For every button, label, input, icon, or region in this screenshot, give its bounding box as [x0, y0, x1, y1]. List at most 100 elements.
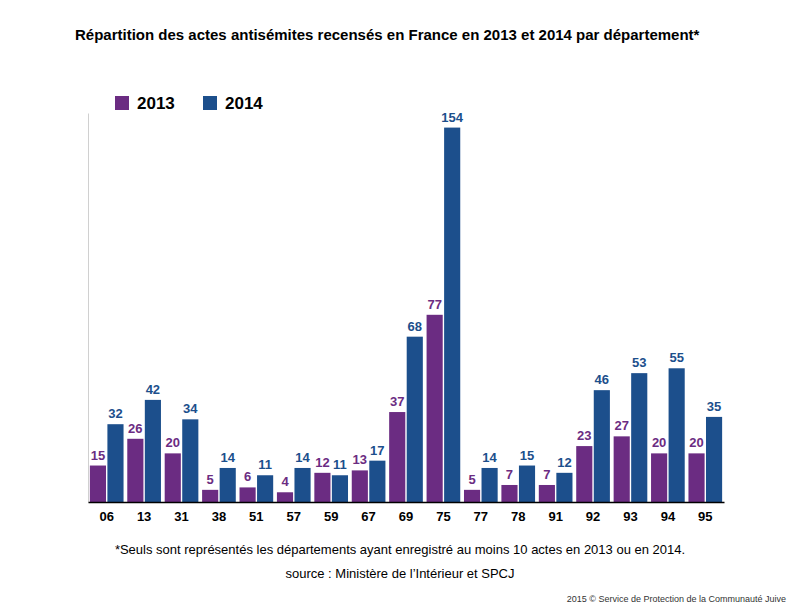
- data-label: 12: [557, 455, 571, 470]
- bar: [539, 485, 555, 502]
- y-axis-line: [88, 114, 89, 503]
- bar: [294, 468, 310, 502]
- x-tick-label: 95: [698, 509, 712, 524]
- data-label: 68: [408, 319, 422, 334]
- title: Répartition des actes antisémites recens…: [75, 26, 700, 43]
- chart: Répartition des actes antisémites recens…: [0, 0, 800, 608]
- bar: [332, 475, 348, 502]
- legend: 2013 2014: [115, 94, 263, 113]
- bar: [594, 390, 610, 502]
- bar: [240, 487, 256, 502]
- x-tick: 38: [212, 502, 226, 524]
- x-axis: 06 13 31 38 51 57 59 67 69 75 77 78 91 92 93 94 95: [89, 502, 725, 524]
- x-tick-label: 06: [99, 509, 113, 524]
- data-label: 32: [108, 406, 122, 421]
- data-label: 20: [689, 435, 703, 450]
- annotation: source : Ministère de l’Intérieur et SPC…: [285, 566, 514, 581]
- x-tick-label: 38: [212, 509, 226, 524]
- x-tick: 59: [324, 502, 338, 524]
- legend-swatch: [115, 96, 129, 110]
- data-label: 15: [520, 448, 534, 463]
- data-label: 20: [166, 435, 180, 450]
- x-tick: 67: [361, 502, 375, 524]
- x-tick-label: 78: [511, 509, 525, 524]
- x-tick-label: 77: [474, 509, 488, 524]
- bar: [369, 461, 385, 502]
- data-label: 26: [128, 421, 142, 436]
- x-tick: 91: [548, 502, 562, 524]
- bar: [165, 453, 181, 502]
- x-tick-label: 31: [174, 509, 188, 524]
- bar: [706, 417, 722, 502]
- bar: [614, 436, 630, 502]
- y-axis: [88, 114, 89, 503]
- data-label: 14: [220, 450, 235, 465]
- x-tick: 94: [661, 502, 676, 524]
- x-tick: 77: [474, 502, 488, 524]
- data-label: 42: [146, 382, 160, 397]
- bar: [669, 368, 685, 502]
- bar: [90, 466, 106, 502]
- x-tick-label: 13: [137, 509, 151, 524]
- bar: [651, 453, 667, 502]
- data-label: 5: [207, 472, 214, 487]
- bar: [631, 373, 647, 502]
- x-tick-label: 67: [361, 509, 375, 524]
- legend-label: 2014: [225, 94, 263, 113]
- data-label: 17: [370, 443, 384, 458]
- data-label: 154: [441, 110, 463, 125]
- bar: [257, 475, 273, 502]
- data-label: 20: [652, 435, 666, 450]
- x-tick-label: 59: [324, 509, 338, 524]
- bar: [444, 128, 460, 502]
- legend-label: 2013: [137, 94, 175, 113]
- bar: [464, 490, 480, 502]
- bars: [90, 128, 722, 502]
- x-tick-label: 93: [623, 509, 637, 524]
- bar: [576, 446, 592, 502]
- x-tick-label: 94: [661, 509, 676, 524]
- x-tick: 57: [287, 502, 301, 524]
- bar: [314, 473, 330, 502]
- bar: [519, 466, 535, 502]
- x-tick-label: 57: [287, 509, 301, 524]
- bar: [107, 424, 123, 502]
- annotation: *Seuls sont représentés les départements…: [115, 542, 685, 557]
- data-label: 53: [632, 355, 646, 370]
- data-label: 14: [482, 450, 497, 465]
- bar: [556, 473, 572, 502]
- series-bars: [107, 128, 722, 502]
- bar: [127, 439, 143, 502]
- x-tick: 92: [586, 502, 600, 524]
- data-label: 34: [183, 401, 198, 416]
- x-tick-label: 92: [586, 509, 600, 524]
- x-tick-label: 51: [249, 509, 263, 524]
- bar: [501, 485, 517, 502]
- data-label: 46: [595, 372, 609, 387]
- data-label: 11: [258, 457, 272, 472]
- legend-item: 2014: [203, 94, 263, 113]
- annotation: 2015 © Service de Protection de la Commu…: [567, 594, 786, 604]
- data-label: 12: [315, 455, 329, 470]
- x-tick: 78: [511, 502, 525, 524]
- bar: [427, 315, 443, 502]
- x-axis-line: [89, 502, 725, 504]
- x-tick-label: 75: [436, 509, 450, 524]
- data-label: 55: [669, 350, 683, 365]
- bar: [202, 490, 218, 502]
- data-label: 4: [281, 474, 289, 489]
- data-label: 7: [543, 467, 550, 482]
- data-label: 77: [427, 297, 441, 312]
- bar: [220, 468, 236, 502]
- bar: [352, 470, 368, 502]
- data-label: 23: [577, 428, 591, 443]
- x-tick-label: 69: [399, 509, 413, 524]
- bar: [407, 337, 423, 502]
- x-tick: 93: [623, 502, 637, 524]
- data-label: 35: [707, 399, 721, 414]
- bar: [145, 400, 161, 502]
- x-tick: 51: [249, 502, 263, 524]
- series-bars: [90, 315, 705, 502]
- data-labels: 1526205641213377757723272020324234141114…: [91, 110, 722, 490]
- x-tick: 69: [399, 502, 413, 524]
